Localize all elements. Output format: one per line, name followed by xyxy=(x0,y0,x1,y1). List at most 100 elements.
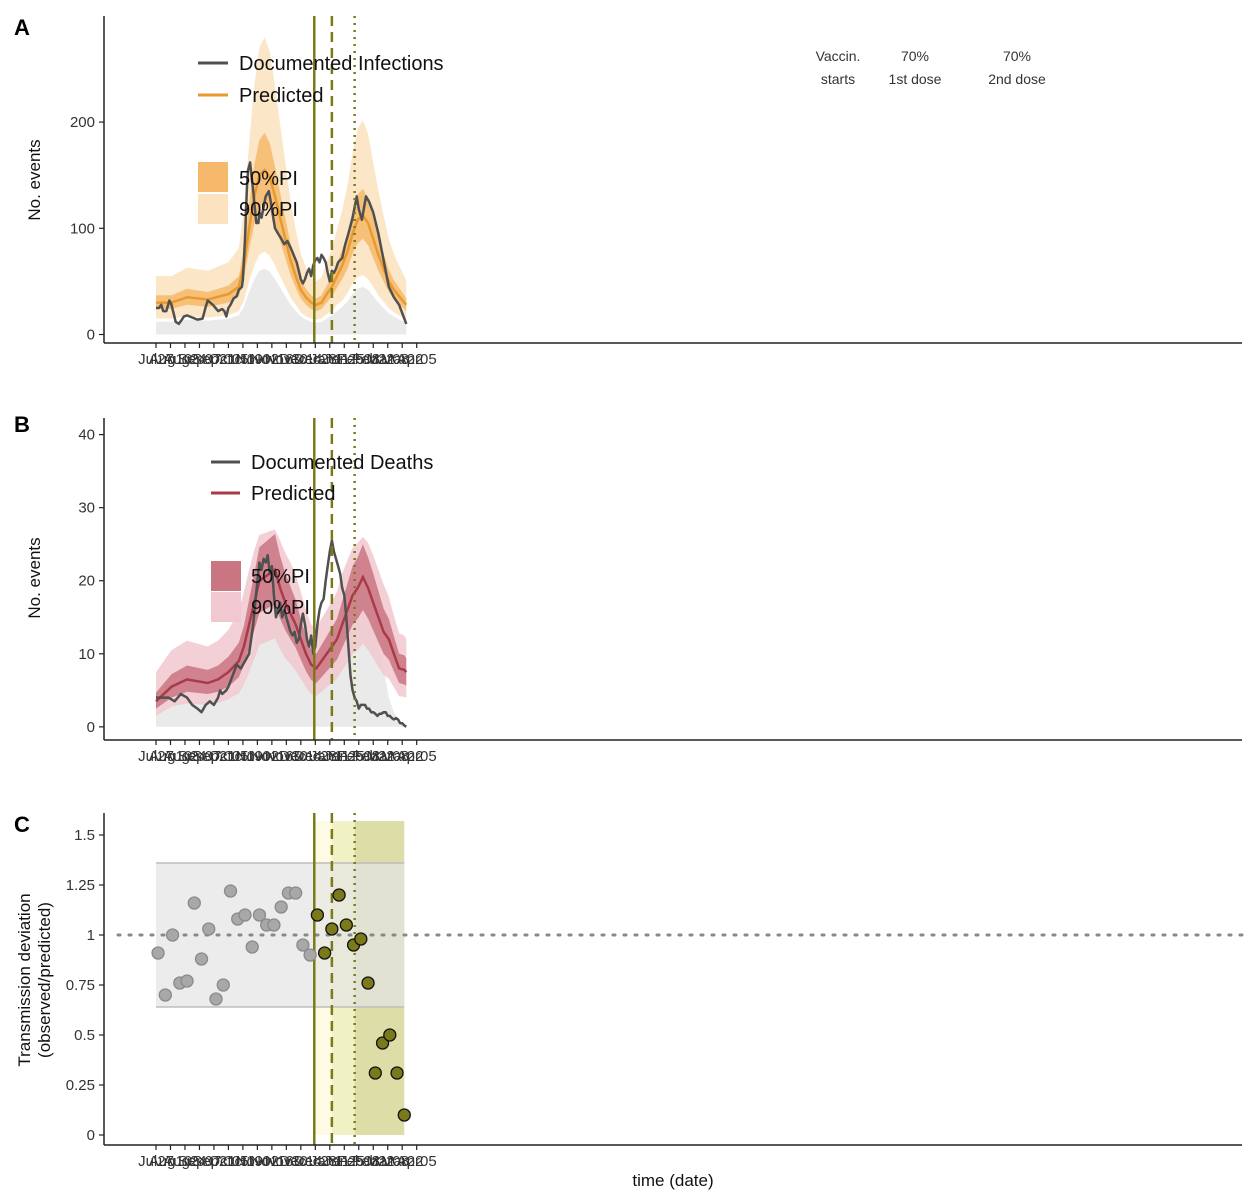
legend-pi90-swatch xyxy=(198,194,228,224)
y-tick-label: 0 xyxy=(87,719,95,736)
data-point xyxy=(397,1108,411,1122)
data-point xyxy=(267,918,281,932)
x-tick-label-jan11: Jan11 xyxy=(310,748,350,765)
x-tick-label-jan11: Jan11 xyxy=(310,351,350,368)
x-tick-label-oct05: Oct05 xyxy=(208,1153,248,1170)
x-tick-label-nov16: Nov16 xyxy=(250,748,293,765)
data-point xyxy=(289,886,303,900)
x-tick-label-mar22: Mar22 xyxy=(381,748,424,765)
x-tick-label-apr05: Apr05 xyxy=(397,748,437,765)
x-tick-label-mar22: Mar22 xyxy=(381,351,424,368)
x-tick-label-dec14: Dec14 xyxy=(279,1153,322,1170)
shadow-area xyxy=(156,588,407,727)
y-tick-label: 40 xyxy=(78,427,95,444)
x-axis-title: time (date) xyxy=(632,1171,713,1190)
x-tick-label-mar08: Mar08 xyxy=(366,351,409,368)
x-tick-label-feb08: Feb08 xyxy=(337,1153,380,1170)
data-point xyxy=(383,1028,397,1042)
data-point xyxy=(223,884,238,898)
annotation-second-dose-line2: 2nd dose xyxy=(988,71,1046,87)
x-tick-label-feb22: Feb22 xyxy=(352,1153,395,1170)
y-tick-label: 1 xyxy=(87,927,95,944)
panel-b: B Documented Deaths Predicted 50%PI 90%P… xyxy=(14,412,1242,765)
data-point xyxy=(202,922,216,936)
x-tick-label-nov16: Nov16 xyxy=(250,1153,293,1170)
panel-c: C Jul27Aug10Aug24Sep07Sep21Oct05Oct19Nov… xyxy=(14,812,1244,1190)
x-tick-label-oct05: Oct05 xyxy=(208,748,248,765)
x-tick-label-dec14: Dec14 xyxy=(279,748,322,765)
x-tick-label-jan25: Jan25 xyxy=(324,1153,365,1170)
x-tick-label-nov30: Nov30 xyxy=(265,748,308,765)
x-tick-label-sep07: Sep07 xyxy=(178,748,221,765)
data-point xyxy=(245,940,259,954)
x-tick-label-jan25: Jan25 xyxy=(324,748,365,765)
x-tick-label-nov02: Nov02 xyxy=(236,351,279,368)
data-point xyxy=(332,888,346,902)
data-point xyxy=(368,1066,382,1080)
panel-b-legend: Documented Deaths Predicted 50%PI 90%PI xyxy=(211,452,433,622)
annotation-vaccin-line1: Vaccin. xyxy=(816,48,861,64)
data-point xyxy=(390,1066,404,1080)
annotation-second-dose-line1: 70% xyxy=(1003,48,1031,64)
panel-a-y-axis-title: No. events xyxy=(25,139,44,220)
x-tick-label-jul27: Jul27 xyxy=(138,1153,174,1170)
x-tick-label-oct19: Oct19 xyxy=(223,748,263,765)
x-tick-label-aug24: Aug24 xyxy=(163,351,206,368)
data-point xyxy=(165,928,180,942)
legend-pi50-label: 50%PI xyxy=(239,168,298,190)
y-tick-label: 10 xyxy=(78,646,95,663)
x-tick-label-jul27: Jul27 xyxy=(138,351,174,368)
y-tick-label: 0.25 xyxy=(66,1077,95,1094)
x-tick-label-feb22: Feb22 xyxy=(352,748,395,765)
legend-pi50-swatch xyxy=(198,162,228,192)
x-tick-label-nov02: Nov02 xyxy=(236,748,279,765)
x-tick-label-aug24: Aug24 xyxy=(163,1153,206,1170)
legend-pi90-label: 90%PI xyxy=(239,199,298,221)
legend-pi50-swatch xyxy=(211,561,241,591)
x-tick-label-apr05: Apr05 xyxy=(397,351,437,368)
x-tick-label-aug10: Aug10 xyxy=(149,748,192,765)
x-tick-label-sep21: Sep21 xyxy=(192,1153,235,1170)
x-tick-label-jan25: Jan25 xyxy=(324,351,365,368)
legend-observed-label: Documented Deaths xyxy=(251,452,433,474)
panel-a-legend: Documented Infections Predicted 50%PI 90… xyxy=(198,53,444,224)
pi50-band xyxy=(156,534,407,709)
x-tick-label-nov02: Nov02 xyxy=(236,1153,279,1170)
y-tick-label: 100 xyxy=(70,220,95,237)
x-tick-label-dec14: Dec14 xyxy=(279,351,322,368)
legend-pi50-label: 50%PI xyxy=(251,566,310,588)
x-tick-label-mar08: Mar08 xyxy=(366,1153,409,1170)
data-point xyxy=(317,946,332,960)
legend-pi90-swatch xyxy=(211,592,241,622)
x-tick-label-nov16: Nov16 xyxy=(250,351,293,368)
x-tick-label-feb22: Feb22 xyxy=(352,351,395,368)
data-point xyxy=(361,976,375,990)
x-tick-label-mar22: Mar22 xyxy=(381,1153,424,1170)
y-tick-label: 20 xyxy=(78,573,95,590)
y-tick-label: 0 xyxy=(87,327,95,344)
legend-predicted-label: Predicted xyxy=(239,85,324,107)
data-point xyxy=(274,900,288,914)
x-tick-label-apr05: Apr05 xyxy=(397,1153,437,1170)
y-tick-label: 1.25 xyxy=(66,877,95,894)
y-tick-label: 0.5 xyxy=(74,1027,95,1044)
x-tick-label-sep07: Sep07 xyxy=(178,351,221,368)
data-point xyxy=(194,952,209,966)
annotation-vaccin-line2: starts xyxy=(821,71,855,87)
x-tick-label-dec28: Dec28 xyxy=(294,1153,337,1170)
shadow-area xyxy=(156,268,407,335)
x-tick-label-dec28: Dec28 xyxy=(294,748,337,765)
data-point xyxy=(354,932,368,946)
legend-predicted-label: Predicted xyxy=(251,483,336,505)
panel-letter-c: C xyxy=(14,812,30,837)
predicted-line xyxy=(155,567,408,703)
x-tick-label-aug10: Aug10 xyxy=(149,1153,192,1170)
x-tick-label-sep21: Sep21 xyxy=(192,351,235,368)
data-point xyxy=(252,908,267,922)
annotation-first-dose-line2: 1st dose xyxy=(889,71,942,87)
legend-pi90-label: 90%PI xyxy=(251,597,310,619)
data-point xyxy=(209,992,223,1006)
annotation-first-dose-line1: 70% xyxy=(901,48,929,64)
x-tick-label-jan11: Jan11 xyxy=(310,1153,350,1170)
